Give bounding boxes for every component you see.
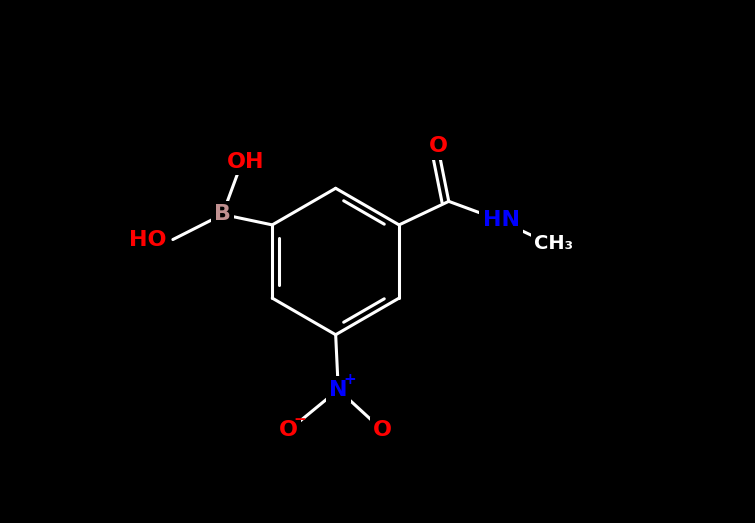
Text: O: O — [429, 137, 448, 156]
Text: −: − — [294, 413, 307, 427]
Text: O: O — [373, 420, 393, 440]
Text: +: + — [344, 372, 356, 386]
Text: HO: HO — [129, 230, 167, 249]
Text: HN: HN — [482, 210, 519, 230]
Text: B: B — [214, 204, 231, 224]
Text: OH: OH — [227, 152, 265, 172]
Text: CH₃: CH₃ — [534, 234, 573, 253]
Text: O: O — [279, 420, 298, 440]
Text: N: N — [329, 380, 347, 400]
